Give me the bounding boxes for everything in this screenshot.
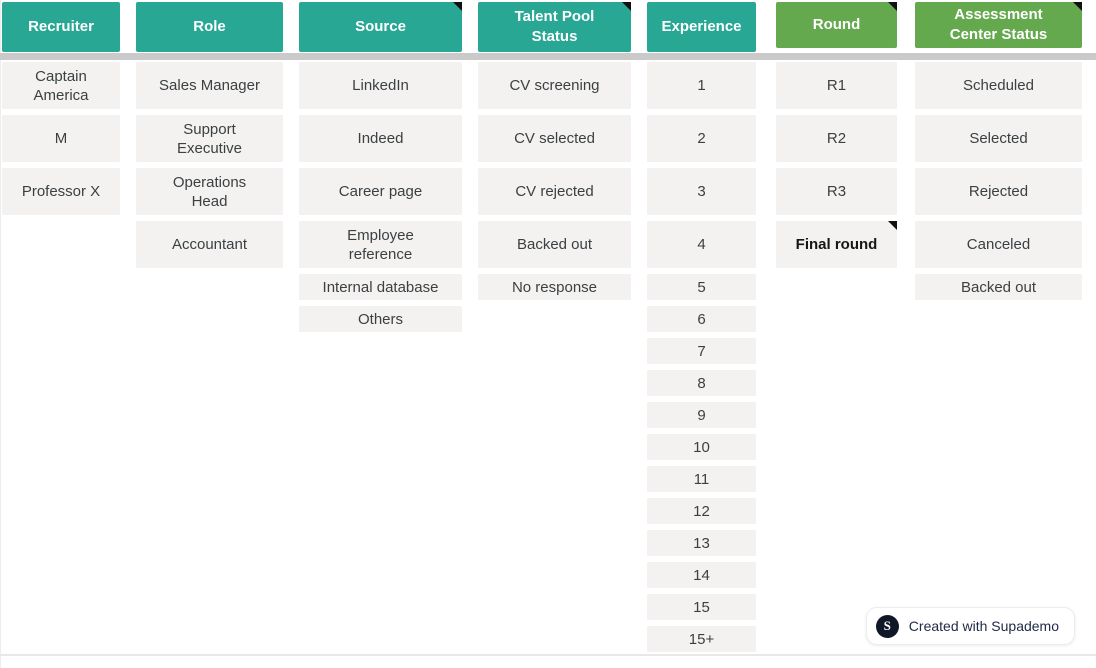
column-header-talent-pool-status[interactable]: Talent Pool Status: [478, 2, 631, 52]
assessment-center-status-cell[interactable]: Rejected: [915, 168, 1082, 215]
column-role: Role Sales Manager Support Executive Operat…: [136, 2, 283, 274]
recruiter-cell[interactable]: M: [2, 115, 120, 162]
column-cells-round: R1 R2 R3 Final round: [776, 62, 897, 274]
experience-cell[interactable]: 5: [647, 274, 756, 300]
column-recruiter: Recruiter Captain America M Professor X: [2, 2, 120, 221]
column-assessment-center-status: Assessment Center Status Scheduled Selecte…: [915, 2, 1082, 306]
talent-pool-status-cell[interactable]: CV selected: [478, 115, 631, 162]
column-cells-talent-pool-status: CV screening CV selected CV rejected Backed…: [478, 62, 631, 306]
role-cell[interactable]: Sales Manager: [136, 62, 283, 109]
note-marker-icon: [888, 221, 897, 230]
column-cells-experience: 1 2 3 4 5 6 7 8 9 10 11 12 13 14 15 15+: [647, 62, 756, 658]
supademo-badge-label: Created with Supademo: [908, 618, 1059, 634]
round-cell[interactable]: Final round: [776, 221, 897, 268]
role-cell[interactable]: Support Executive: [136, 115, 283, 162]
experience-cell[interactable]: 2: [647, 115, 756, 162]
experience-cell[interactable]: 1: [647, 62, 756, 109]
source-cell[interactable]: LinkedIn: [299, 62, 462, 109]
supademo-logo-icon: S: [875, 614, 899, 638]
talent-pool-status-cell[interactable]: CV rejected: [478, 168, 631, 215]
experience-cell[interactable]: 7: [647, 338, 756, 364]
note-marker-icon: [1073, 2, 1082, 11]
experience-cell[interactable]: 10: [647, 434, 756, 460]
experience-cell[interactable]: 6: [647, 306, 756, 332]
experience-cell[interactable]: 8: [647, 370, 756, 396]
round-cell[interactable]: R1: [776, 62, 897, 109]
column-talent-pool-status: Talent Pool Status CV screening CV selecte…: [478, 2, 631, 306]
column-header-recruiter[interactable]: Recruiter: [2, 2, 120, 52]
source-cell[interactable]: Indeed: [299, 115, 462, 162]
column-header-role[interactable]: Role: [136, 2, 283, 52]
column-round: Round R1 R2 R3 Final round: [776, 2, 897, 274]
talent-pool-status-cell[interactable]: CV screening: [478, 62, 631, 109]
recruiter-cell[interactable]: Professor X: [2, 168, 120, 215]
assessment-center-status-cell[interactable]: Scheduled: [915, 62, 1082, 109]
header-divider-bar: [0, 53, 1096, 60]
left-edge-line: [0, 0, 1, 668]
experience-cell[interactable]: 15: [647, 594, 756, 620]
talent-pool-status-cell[interactable]: Backed out: [478, 221, 631, 268]
column-cells-role: Sales Manager Support Executive Operations…: [136, 62, 283, 274]
column-header-assessment-center-status[interactable]: Assessment Center Status: [915, 2, 1082, 48]
experience-cell[interactable]: 4: [647, 221, 756, 268]
source-cell[interactable]: Others: [299, 306, 462, 332]
columns-container: Recruiter Captain America M Professor X Role…: [2, 2, 1082, 658]
column-header-round[interactable]: Round: [776, 2, 897, 48]
experience-cell[interactable]: 3: [647, 168, 756, 215]
note-marker-icon: [453, 2, 462, 11]
role-cell[interactable]: Operations Head: [136, 168, 283, 215]
assessment-center-status-cell[interactable]: Selected: [915, 115, 1082, 162]
column-cells-recruiter: Captain America M Professor X: [2, 62, 120, 221]
note-marker-icon: [888, 2, 897, 11]
recruiter-cell[interactable]: Captain America: [2, 62, 120, 109]
assessment-center-status-cell[interactable]: Backed out: [915, 274, 1082, 300]
column-header-source[interactable]: Source: [299, 2, 462, 52]
source-cell[interactable]: Internal database: [299, 274, 462, 300]
note-marker-icon: [622, 2, 631, 11]
experience-cell[interactable]: 13: [647, 530, 756, 556]
bottom-divider-line: [0, 654, 1096, 656]
round-cell[interactable]: R3: [776, 168, 897, 215]
experience-cell[interactable]: 12: [647, 498, 756, 524]
source-cell[interactable]: Employee reference: [299, 221, 462, 268]
column-cells-source: LinkedIn Indeed Career page Employee refere…: [299, 62, 462, 338]
assessment-center-status-cell[interactable]: Canceled: [915, 221, 1082, 268]
experience-cell[interactable]: 11: [647, 466, 756, 492]
role-cell[interactable]: Accountant: [136, 221, 283, 268]
experience-cell[interactable]: 14: [647, 562, 756, 588]
column-source: Source LinkedIn Indeed Career page Employee …: [299, 2, 462, 338]
experience-cell[interactable]: 9: [647, 402, 756, 428]
column-header-experience[interactable]: Experience: [647, 2, 756, 52]
talent-pool-status-cell[interactable]: No response: [478, 274, 631, 300]
supademo-badge[interactable]: S Created with Supademo: [865, 607, 1075, 645]
column-cells-assessment-center-status: Scheduled Selected Rejected Canceled Backed …: [915, 62, 1082, 306]
column-experience: Experience 1 2 3 4 5 6 7 8 9 10 11 12 13 14 15 15+: [647, 2, 756, 658]
experience-cell[interactable]: 15+: [647, 626, 756, 652]
source-cell[interactable]: Career page: [299, 168, 462, 215]
round-cell[interactable]: R2: [776, 115, 897, 162]
